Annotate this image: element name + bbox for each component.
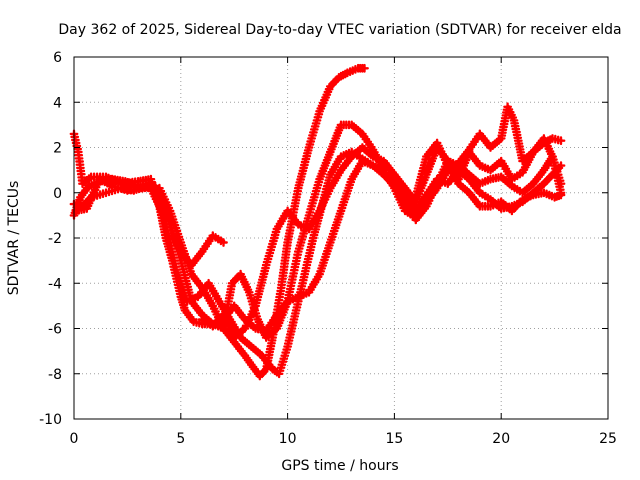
x-tick-label: 10 xyxy=(279,431,297,447)
series-track-7 xyxy=(411,138,566,216)
y-tick-label: 2 xyxy=(53,141,62,157)
grid xyxy=(74,57,608,419)
x-tick-label: 25 xyxy=(599,431,617,447)
x-tick-label: 5 xyxy=(176,431,185,447)
y-tick-label: 6 xyxy=(53,50,62,66)
y-tick-label: 0 xyxy=(53,186,62,202)
x-tick-label: 15 xyxy=(385,431,403,447)
x-tick-label: 20 xyxy=(492,431,510,447)
series-track-1 xyxy=(69,63,369,381)
x-axis-label: GPS time / hours xyxy=(281,458,398,474)
series-markers xyxy=(69,63,369,381)
series-markers xyxy=(411,138,566,216)
y-tick-label: -4 xyxy=(48,276,62,292)
data-series xyxy=(69,63,566,381)
y-tick-label: -2 xyxy=(48,231,62,247)
chart-title: Day 362 of 2025, Sidereal Day-to-day VTE… xyxy=(58,22,621,38)
series-markers xyxy=(155,152,566,342)
series-track-5 xyxy=(155,152,566,342)
y-tick-label: -10 xyxy=(39,412,62,428)
x-tick-label: 0 xyxy=(70,431,79,447)
axis-ticks: 0 5 10 15 20 25 -10 -8 -6 -4 -2 0 2 4 6 xyxy=(39,50,617,447)
y-axis-label: SDTVAR / TECUs xyxy=(6,181,22,296)
y-tick-label: -6 xyxy=(48,322,62,338)
y-tick-label: -8 xyxy=(48,367,62,383)
y-tick-label: 4 xyxy=(53,95,62,111)
